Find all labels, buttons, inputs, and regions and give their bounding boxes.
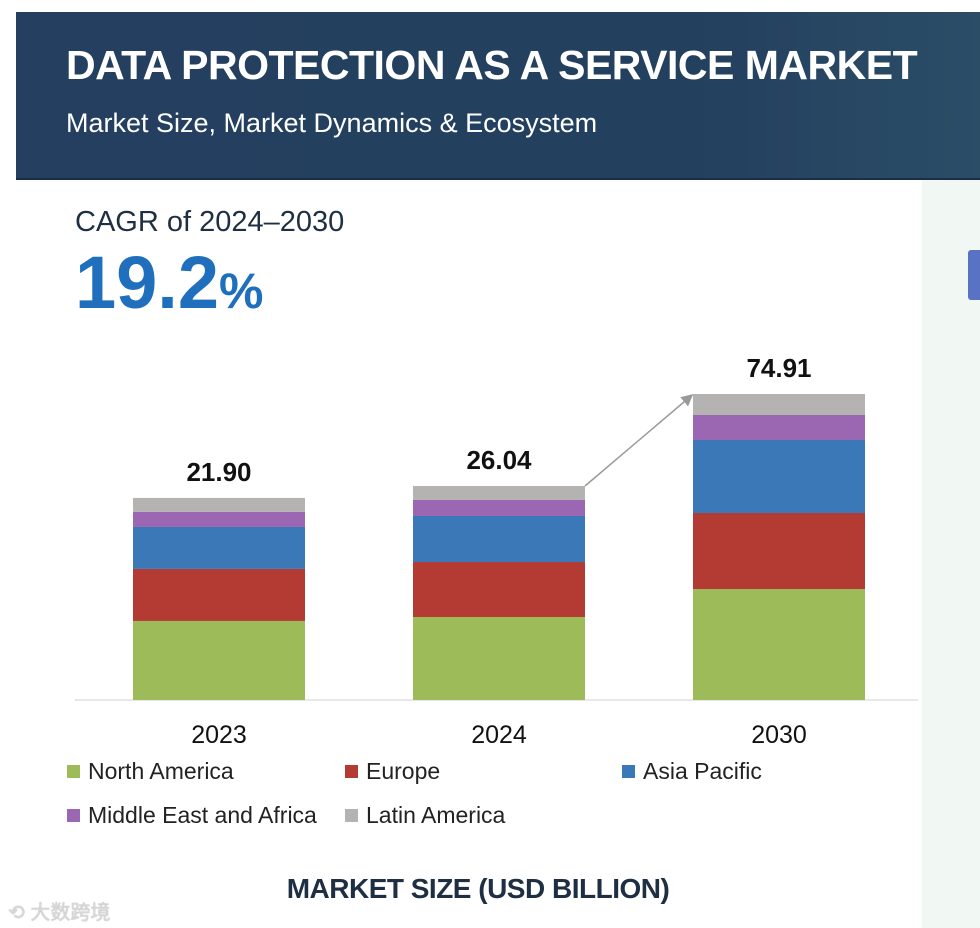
chart-title: MARKET SIZE (USD BILLION) bbox=[0, 873, 980, 905]
total-label-2030: 74.91 bbox=[746, 353, 811, 383]
bar-segment-north-america-2030 bbox=[693, 589, 865, 700]
legend-item-middle-east-and-africa: Middle East and Africa bbox=[67, 802, 317, 829]
cagr-value: 19.2% bbox=[75, 240, 264, 325]
watermark: ⟲ 大数跨境 bbox=[8, 896, 110, 925]
legend-item-asia-pacific: Asia Pacific bbox=[622, 758, 762, 785]
bar-segment-north-america-2024 bbox=[413, 616, 585, 700]
report-subtitle: Market Size, Market Dynamics & Ecosystem bbox=[66, 108, 598, 138]
bar-segment-asia-pacific-2023 bbox=[133, 526, 305, 569]
legend-item-europe: Europe bbox=[345, 758, 440, 785]
side-panel bbox=[922, 180, 980, 928]
x-tick-2023: 2023 bbox=[191, 721, 247, 749]
watermark-logo-icon: ⟲ bbox=[8, 902, 25, 924]
legend-swatch bbox=[67, 809, 80, 822]
bar-segment-asia-pacific-2030 bbox=[693, 439, 865, 513]
chart-title-text: MARKET SIZE (USD BILLION) bbox=[286, 873, 670, 904]
bar-segment-latin-america-2030 bbox=[693, 394, 865, 415]
report-title: DATA PROTECTION AS A SERVICE MARKET bbox=[66, 42, 918, 88]
legend-label: Europe bbox=[366, 758, 441, 784]
bar-segment-asia-pacific-2024 bbox=[413, 515, 585, 563]
legend-swatch bbox=[622, 765, 635, 778]
legend-label: Middle East and Africa bbox=[88, 802, 317, 828]
legend-swatch bbox=[345, 765, 358, 778]
x-tick-2024: 2024 bbox=[471, 721, 527, 749]
header-banner: DATA PROTECTION AS A SERVICE MARKET Mark… bbox=[16, 12, 980, 180]
bar-segment-europe-2030 bbox=[693, 512, 865, 590]
bar-segment-latin-america-2023 bbox=[133, 497, 305, 512]
partial-icon bbox=[968, 250, 980, 300]
bar-segment-europe-2023 bbox=[133, 568, 305, 621]
x-tick-2030: 2030 bbox=[751, 721, 807, 749]
legend-label: North America bbox=[88, 758, 234, 784]
legend-swatch bbox=[345, 809, 358, 822]
bar-segment-latin-america-2024 bbox=[413, 486, 585, 500]
watermark-text: 大数跨境 bbox=[30, 902, 111, 924]
bar-segment-middle-east-and-africa-2030 bbox=[693, 414, 865, 440]
bar-segment-europe-2024 bbox=[413, 562, 585, 617]
legend-label: Asia Pacific bbox=[643, 758, 762, 784]
legend-item-latin-america: Latin America bbox=[345, 802, 505, 829]
legend-item-north-america: North America bbox=[67, 758, 234, 785]
cagr-unit: % bbox=[219, 263, 264, 319]
cagr-number: 19.2 bbox=[75, 241, 220, 324]
legend-label: Latin America bbox=[366, 802, 506, 828]
total-label-2023: 21.90 bbox=[186, 457, 251, 487]
cagr-label: CAGR of 2024–2030 bbox=[75, 206, 345, 238]
bar-segment-north-america-2023 bbox=[133, 620, 305, 700]
growth-arrow bbox=[584, 394, 694, 487]
bar-segment-middle-east-and-africa-2023 bbox=[133, 511, 305, 527]
total-label-2024: 26.04 bbox=[466, 445, 532, 475]
legend-swatch bbox=[67, 765, 80, 778]
bar-segment-middle-east-and-africa-2024 bbox=[413, 499, 585, 516]
